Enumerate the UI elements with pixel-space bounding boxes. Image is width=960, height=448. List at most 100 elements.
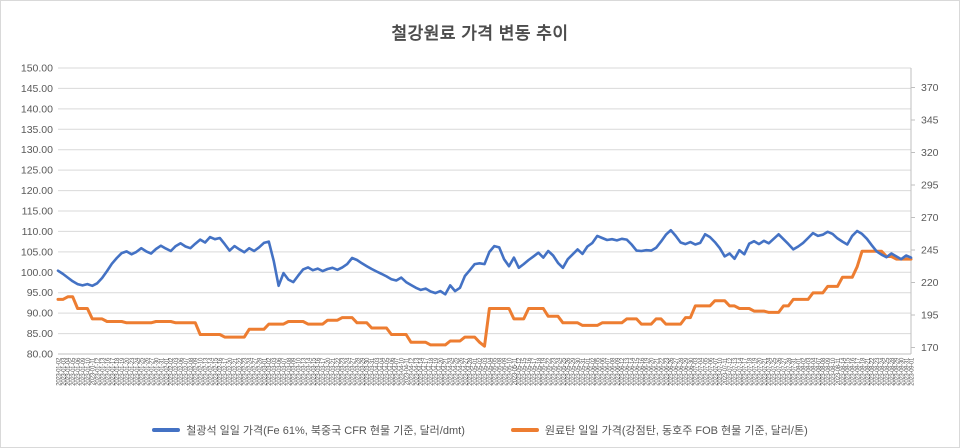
x-axis-date-label: 2023-04-20 bbox=[439, 357, 445, 386]
x-axis-date-label: 2023-01-25 bbox=[140, 357, 146, 386]
y-axis-left-tick-label: 145.00 bbox=[21, 83, 53, 95]
x-axis-date-label: 2023-01-06 bbox=[76, 357, 82, 386]
x-axis-date-label: 2023-01-20 bbox=[125, 357, 131, 386]
x-axis-date-label: 2023-03-29 bbox=[360, 357, 366, 386]
coking-coal-legend-label: 원료탄 일일 가격(강점탄, 동호주 FOB 현물 기준, 달러/톤) bbox=[544, 425, 808, 437]
x-axis-date-label: 2023-08-10 bbox=[831, 357, 837, 386]
x-axis-date-label: 2023-05-01 bbox=[473, 357, 479, 386]
x-axis-date-label: 2023-04-28 bbox=[468, 357, 474, 386]
x-axis-date-label: 2023-08-09 bbox=[826, 357, 832, 386]
x-axis-date-label: 2023-01-24 bbox=[135, 357, 141, 386]
x-axis-date-label: 2023-01-03 bbox=[61, 357, 67, 386]
x-axis-date-label: 2023-04-05 bbox=[385, 357, 391, 386]
x-axis-date-label: 2023-08-16 bbox=[851, 357, 857, 386]
x-axis-date-label: 2023-06-30 bbox=[689, 357, 695, 386]
y-axis-left-tick-label: 90.00 bbox=[27, 308, 53, 320]
x-axis-date-label: 2023-07-04 bbox=[699, 357, 705, 386]
x-axis-date-label: 2023-06-19 bbox=[645, 357, 651, 386]
y-axis-right-tick-label: 220 bbox=[921, 277, 939, 289]
x-axis-date-label: 2023-01-31 bbox=[159, 357, 165, 386]
x-axis-date-label: 2023-02-24 bbox=[248, 357, 254, 386]
y-axis-left-tick-label: 150.00 bbox=[21, 63, 53, 75]
y-axis-left-tick-label: 95.00 bbox=[27, 287, 53, 299]
x-axis-date-label: 2023-05-22 bbox=[547, 357, 553, 386]
x-axis-date-label: 2023-07-28 bbox=[787, 357, 793, 386]
x-axis-date-label: 2023-03-07 bbox=[282, 357, 288, 386]
x-axis-date-label: 2023-02-02 bbox=[169, 357, 175, 386]
iron-ore-series-line bbox=[56, 228, 913, 296]
legend-item-coking-coal: 원료탄 일일 가격(강점탄, 동호주 FOB 현물 기준, 달러/톤) bbox=[510, 422, 808, 438]
x-axis-date-label: 2023-03-10 bbox=[297, 357, 303, 386]
x-axis-date-label: 2023-06-14 bbox=[630, 357, 636, 386]
x-axis-date-label: 2023-04-03 bbox=[375, 357, 381, 386]
x-axis-date-label: 2023-03-30 bbox=[365, 357, 371, 386]
x-axis-date-label: 2023-06-26 bbox=[669, 357, 675, 386]
x-axis-date-label: 2023-08-24 bbox=[880, 357, 886, 386]
x-axis-date-label: 2023-02-09 bbox=[194, 357, 200, 386]
chart-title: 철강원료 가격 변동 추이 bbox=[391, 24, 569, 43]
x-axis-date-label: 2023-07-27 bbox=[782, 357, 788, 386]
y-axis-left-tick-label: 115.00 bbox=[22, 206, 53, 218]
x-axis-date-label: 2023-02-14 bbox=[208, 357, 214, 386]
x-axis-date-label: 2023-07-26 bbox=[777, 357, 783, 386]
x-axis-date-label: 2023-04-26 bbox=[458, 357, 464, 386]
x-axis-date-label: 2023-08-08 bbox=[821, 357, 827, 386]
x-axis-date-label: 2023-02-20 bbox=[228, 357, 234, 386]
x-axis-date-label: 2023-01-16 bbox=[105, 357, 111, 386]
x-axis-date-label: 2023-01-10 bbox=[86, 357, 92, 386]
y-axis-left-tick-label: 130.00 bbox=[21, 144, 53, 156]
x-axis-date-label: 2023-06-02 bbox=[591, 357, 597, 386]
x-axis-date-label: 2023-05-24 bbox=[556, 357, 562, 386]
x-axis-date-label: 2023-06-29 bbox=[684, 357, 690, 386]
x-axis-date-label: 2023-04-17 bbox=[424, 357, 430, 386]
x-axis-date-label: 2023-01-19 bbox=[120, 357, 126, 386]
x-axis-date-label: 2023-02-15 bbox=[213, 357, 219, 386]
x-axis-date-label: 2023-03-16 bbox=[316, 357, 322, 386]
x-axis-date-label: 2023-01-05 bbox=[71, 357, 77, 386]
x-axis-date-label: 2023-08-23 bbox=[875, 357, 881, 386]
x-axis-date-label: 2023-01-12 bbox=[96, 357, 102, 386]
x-axis-date-label: 2023-06-06 bbox=[601, 357, 607, 386]
x-axis-date-label: 2023-07-19 bbox=[753, 357, 759, 386]
x-axis-date-label: 2023-04-24 bbox=[449, 357, 455, 386]
y-axis-right-tick-label: 345 bbox=[921, 115, 939, 127]
x-axis-date-label: 2023-03-06 bbox=[277, 357, 283, 386]
x-axis-date-label: 2023-07-10 bbox=[718, 357, 724, 386]
x-axis-date-label: 2023-07-25 bbox=[772, 357, 778, 386]
x-axis-date-label: 2023-08-11 bbox=[836, 357, 842, 385]
x-axis-date-label: 2023-07-03 bbox=[694, 357, 700, 386]
x-axis-date-label: 2023-08-01 bbox=[797, 357, 803, 386]
y-axis-left-tick-label: 85.00 bbox=[27, 328, 53, 340]
x-axis-date-label: 2023-07-21 bbox=[762, 357, 768, 386]
x-axis-date-label: 2023-05-09 bbox=[503, 357, 509, 386]
x-axis-date-label: 2023-03-22 bbox=[336, 357, 342, 386]
x-axis-date-label: 2023-01-17 bbox=[110, 357, 116, 386]
x-axis-date-label: 2023-07-18 bbox=[748, 357, 754, 386]
x-axis-date-label: 2023-05-02 bbox=[478, 357, 484, 386]
y-axis-left-tick-label: 110.00 bbox=[22, 226, 53, 238]
x-axis-date-label: 2023-04-11 bbox=[405, 357, 411, 385]
x-axis-date-label: 2023-08-02 bbox=[802, 357, 808, 386]
x-axis-date-label: 2023-02-07 bbox=[184, 357, 190, 386]
x-axis-date-label: 2023-01-02 bbox=[56, 357, 62, 386]
x-axis-date-label: 2023-07-24 bbox=[767, 357, 773, 386]
x-axis-date-label: 2023-05-05 bbox=[493, 357, 499, 386]
x-axis-date-label: 2023-08-31 bbox=[905, 357, 911, 386]
y-axis-right-tick-label: 195 bbox=[921, 310, 939, 322]
x-axis-date-label: 2023-06-28 bbox=[679, 357, 685, 386]
x-axis-date-label: 2023-08-30 bbox=[900, 357, 906, 386]
y-axis-right-tick-label: 295 bbox=[921, 180, 939, 192]
legend-item-iron-ore: 철광석 일일 가격(Fe 61%, 북중국 CFR 현물 기준, 달러/dmt) bbox=[152, 422, 465, 438]
x-axis-date-label: 2023-08-21 bbox=[865, 357, 871, 386]
x-axis-date-label: 2023-03-28 bbox=[355, 357, 361, 386]
x-axis-date-label: 2023-04-21 bbox=[444, 357, 450, 386]
x-axis-date-label: 2023-02-17 bbox=[223, 357, 229, 386]
x-axis-date-label: 2023-02-28 bbox=[257, 357, 263, 386]
x-axis-date-label: 2023-04-19 bbox=[434, 357, 440, 386]
x-axis-date-label: 2023-06-21 bbox=[655, 357, 661, 386]
x-axis-date-label: 2023-04-10 bbox=[400, 357, 406, 386]
x-axis-date-label: 2023-04-27 bbox=[463, 357, 469, 386]
x-axis-date-label: 2023-05-03 bbox=[483, 357, 489, 386]
